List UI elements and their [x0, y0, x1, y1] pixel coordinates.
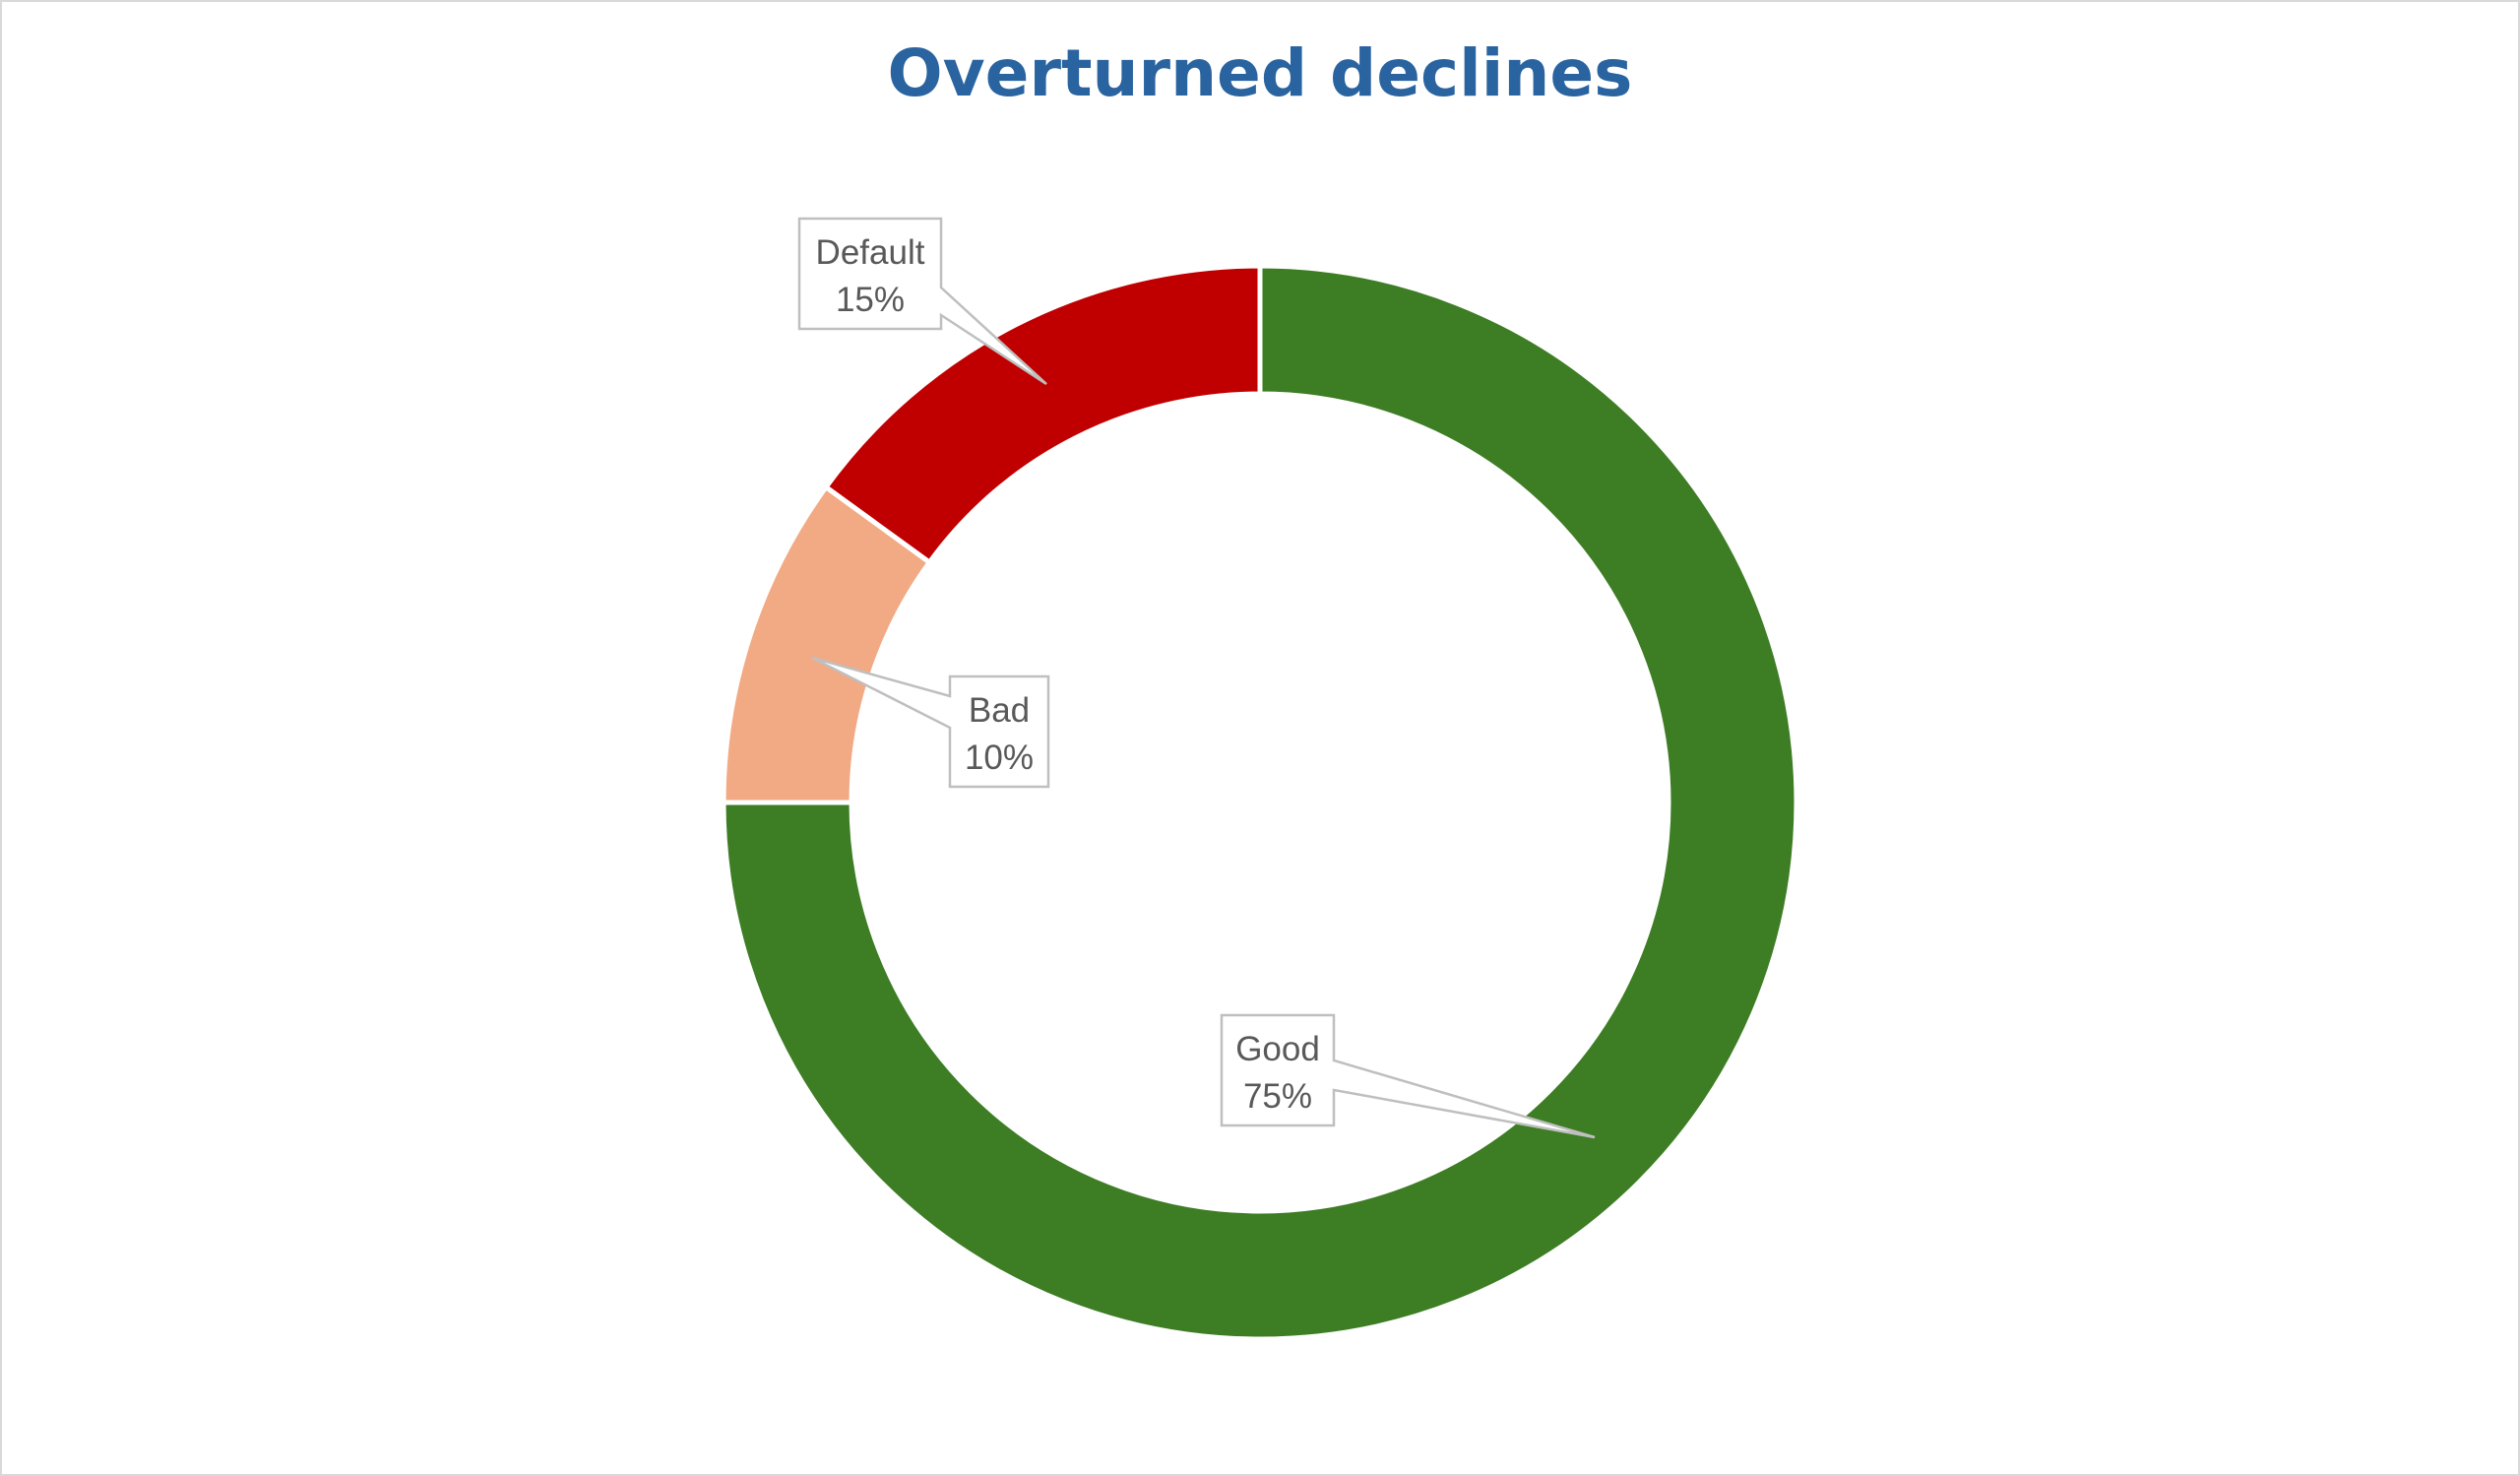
data-label-value: 75%	[1243, 1077, 1312, 1116]
data-label-category: Good	[1235, 1030, 1320, 1068]
data-label-value: 10%	[965, 738, 1034, 777]
slice-good	[721, 263, 1799, 1342]
callout-default: Default 15%	[797, 217, 1047, 386]
callout-box	[811, 656, 1050, 789]
callouts: Good 75% Bad 10% Default 15%	[797, 217, 1596, 1139]
callout-box	[797, 217, 1047, 386]
slice-default	[822, 263, 1263, 566]
chart-title: Overturned declines	[887, 35, 1633, 111]
data-label-category: Default	[816, 233, 925, 272]
callout-bad: Bad 10%	[811, 656, 1050, 789]
callout-good: Good 75%	[1220, 1013, 1596, 1139]
callout-box	[1220, 1013, 1596, 1139]
data-label-value: 15%	[836, 281, 905, 319]
slices	[721, 263, 1799, 1342]
data-label-category: Bad	[969, 691, 1030, 730]
